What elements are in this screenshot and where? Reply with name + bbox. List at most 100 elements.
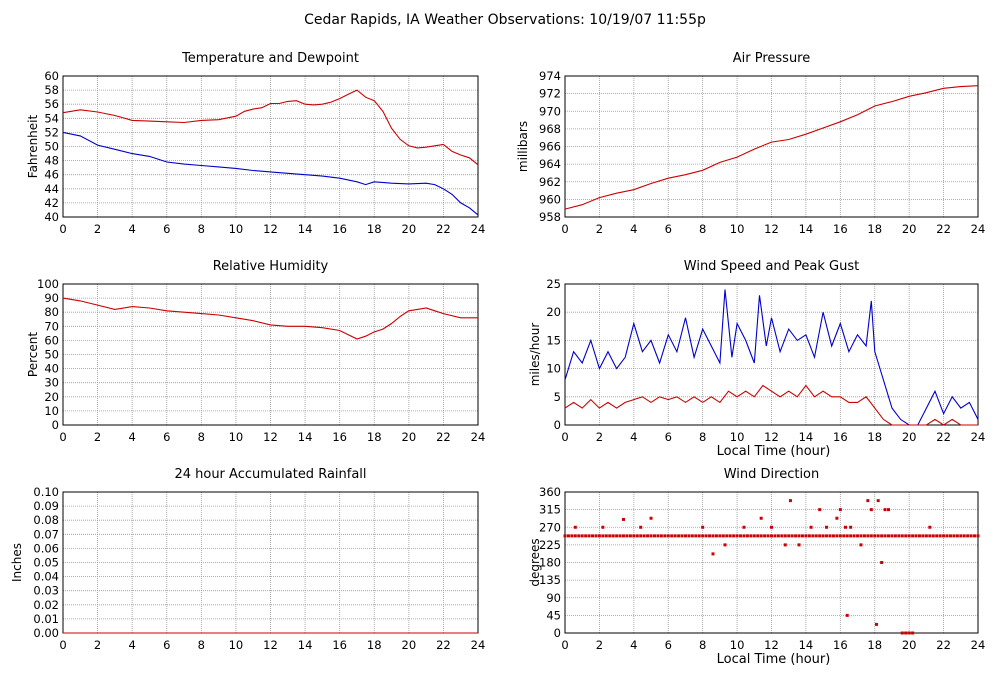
x-tick-label: 18 (867, 638, 882, 652)
y-tick-label: 972 (539, 87, 561, 101)
x-tick-label: 16 (833, 430, 848, 444)
data-point (859, 534, 863, 538)
data-point (866, 534, 870, 538)
data-point (797, 543, 801, 547)
y-tick-label: 270 (539, 520, 561, 534)
data-point (635, 534, 639, 538)
x-tick-label: 16 (332, 430, 347, 444)
data-point (818, 508, 822, 512)
y-tick-label: 90 (546, 591, 561, 605)
x-tick-label: 4 (129, 430, 136, 444)
data-point (838, 508, 842, 512)
data-point (809, 525, 813, 529)
y-tick-label: 0 (554, 418, 561, 432)
y-tick-label: 52 (44, 125, 59, 139)
y-tick-label: 360 (539, 485, 561, 499)
x-tick-label: 14 (799, 430, 814, 444)
chart-title: Relative Humidity (213, 259, 329, 274)
series-line-2 (62, 131, 479, 216)
data-point (831, 534, 835, 538)
data-point (900, 534, 904, 538)
y-tick-label: 974 (539, 69, 561, 83)
data-point (670, 534, 674, 538)
x-tick-label: 18 (367, 638, 382, 652)
y-tick-label: 0.06 (33, 541, 59, 555)
data-point (788, 499, 792, 503)
x-tick-label: 22 (936, 638, 951, 652)
x-tick-label: 0 (561, 638, 568, 652)
data-point (759, 534, 763, 538)
data-point (697, 534, 701, 538)
data-point (797, 534, 801, 538)
x-tick-label: 14 (298, 638, 313, 652)
data-point (566, 534, 570, 538)
x-tick-label: 16 (332, 222, 347, 236)
y-axis-label: Percent (26, 332, 40, 377)
data-point (694, 534, 698, 538)
series-line-1 (62, 297, 478, 340)
data-point (838, 534, 842, 538)
data-point (883, 508, 887, 512)
data-point (818, 534, 822, 538)
y-tick-label: 20 (44, 390, 59, 404)
y-axis-label: millibars (516, 121, 530, 172)
x-tick-label: 16 (833, 638, 848, 652)
data-point (584, 534, 588, 538)
data-point (625, 534, 629, 538)
y-tick-label: 958 (539, 210, 561, 224)
data-point (928, 525, 932, 529)
y-tick-label: 90 (44, 291, 59, 305)
data-point (608, 534, 612, 538)
x-tick-label: 24 (971, 222, 986, 236)
data-point (591, 534, 595, 538)
x-tick-label: 2 (94, 430, 101, 444)
data-point (723, 543, 727, 547)
x-tick-label: 12 (263, 222, 278, 236)
data-point (587, 534, 591, 538)
data-point (935, 534, 939, 538)
data-point (701, 534, 705, 538)
x-tick-label: 24 (471, 638, 486, 652)
data-point (783, 543, 787, 547)
chart-title: Air Pressure (733, 51, 811, 66)
x-tick-label: 8 (198, 430, 205, 444)
data-point (563, 534, 567, 538)
data-point (921, 534, 925, 538)
chart-title: Wind Direction (724, 467, 820, 482)
y-tick-label: 54 (44, 111, 59, 125)
y-tick-label: 0.04 (33, 570, 59, 584)
y-tick-label: 0.00 (33, 626, 59, 640)
x-tick-label: 8 (699, 430, 706, 444)
data-point (945, 534, 949, 538)
y-tick-label: 966 (539, 140, 561, 154)
data-point (904, 631, 908, 635)
data-point (594, 534, 598, 538)
data-point (835, 516, 839, 520)
x-tick-label: 10 (229, 638, 244, 652)
data-point (732, 534, 736, 538)
data-point (804, 534, 808, 538)
x-tick-label: 18 (867, 222, 882, 236)
data-point (914, 534, 918, 538)
x-tick-label: 12 (764, 638, 779, 652)
x-tick-label: 24 (471, 222, 486, 236)
data-point (615, 534, 619, 538)
data-point (876, 499, 880, 503)
data-point (893, 534, 897, 538)
x-tick-label: 6 (163, 430, 170, 444)
data-point (666, 534, 670, 538)
x-tick-label: 12 (764, 430, 779, 444)
data-point (683, 534, 687, 538)
data-point (873, 534, 877, 538)
data-point (931, 534, 935, 538)
data-point (770, 534, 773, 538)
x-tick-label: 2 (94, 222, 101, 236)
y-tick-label: 315 (539, 503, 561, 517)
y-tick-label: 60 (44, 333, 59, 347)
x-tick-label: 24 (971, 638, 986, 652)
data-point (735, 534, 739, 538)
